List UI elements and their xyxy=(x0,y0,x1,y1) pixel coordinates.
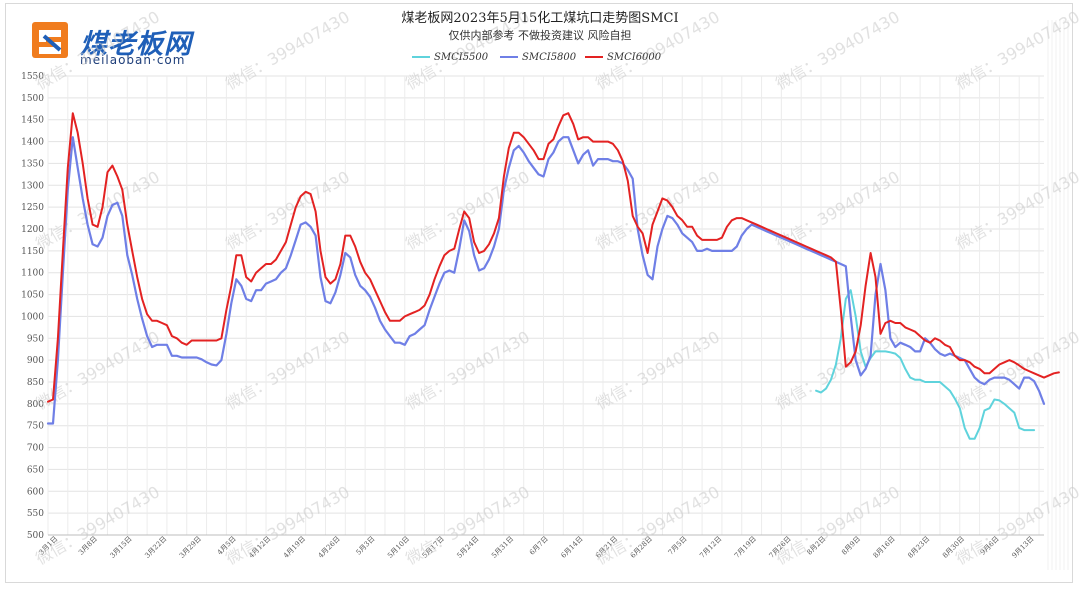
watermark-text: 微信：399407430 xyxy=(223,167,353,253)
legend-label: SMCI5800 xyxy=(522,52,577,63)
series xyxy=(46,112,1060,440)
chart-frame xyxy=(5,3,1073,583)
y-tick-label: 1550 xyxy=(21,72,44,82)
legend-label: SMCI6000 xyxy=(607,52,662,63)
grid xyxy=(47,20,1069,570)
watermark-text: 微信：399407430 xyxy=(773,327,903,413)
x-tick-label: 7月19日 xyxy=(733,535,758,560)
series-line-smci5500 xyxy=(815,289,1036,440)
y-tick-label: 550 xyxy=(27,509,44,519)
y-tick-label: 650 xyxy=(27,465,44,475)
watermark-text: 微信：399407430 xyxy=(593,327,723,413)
watermark-text: 微信：399407430 xyxy=(953,167,1080,253)
watermark-text: 微信：399407430 xyxy=(403,482,533,568)
x-tick-label: 9月13日 xyxy=(1010,535,1035,560)
legend-label: SMCI5500 xyxy=(434,52,489,63)
logo-mark-icon xyxy=(32,22,68,58)
x-tick-label: 8月16日 xyxy=(872,535,897,560)
x-tick-label: 6月7日 xyxy=(528,535,550,557)
y-tick-label: 750 xyxy=(27,422,44,432)
x-tick-label: 7月12日 xyxy=(698,535,723,560)
y-tick-label: 1050 xyxy=(21,291,44,301)
watermark-text: 微信：399407430 xyxy=(403,327,533,413)
watermark-text: 微信：399407430 xyxy=(773,7,903,93)
y-tick-label: 600 xyxy=(27,487,44,497)
watermarks: 微信：399407430 微信：399407430 微信：399407430 微信：3… xyxy=(33,7,1080,568)
y-tick-label: 1350 xyxy=(21,159,44,169)
legend: SMCI5500 SMCI5800 SMCI6000 xyxy=(412,52,662,63)
x-tick-label: 3月29日 xyxy=(178,535,203,560)
y-tick-label: 950 xyxy=(27,334,44,344)
brand-name-en: meilaoban·com xyxy=(80,53,186,67)
x-tick-label: 4月26日 xyxy=(317,535,342,560)
watermark-text: 微信：399407430 xyxy=(33,7,163,93)
y-tick-label: 1250 xyxy=(21,203,44,213)
watermark-text: 微信：399407430 xyxy=(953,7,1080,93)
x-tick-label: 6月14日 xyxy=(560,535,585,560)
watermark-text: 微信：399407430 xyxy=(33,167,163,253)
y-tick-label: 1000 xyxy=(21,312,44,322)
series-line-smci6000 xyxy=(47,112,1060,403)
x-tick-label: 7月5日 xyxy=(667,535,689,557)
y-tick-label: 1500 xyxy=(21,94,44,104)
watermark-text: 微信：399407430 xyxy=(403,167,533,253)
x-tick-label: 3月15日 xyxy=(109,535,134,560)
y-tick-label: 1100 xyxy=(21,269,44,279)
x-tick-label: 4月19日 xyxy=(282,535,307,560)
x-tick-label: 8月23日 xyxy=(906,535,931,560)
x-tick-label: 5月31日 xyxy=(490,535,515,560)
y-tick-label: 1150 xyxy=(21,247,44,257)
x-tick-label: 3月22日 xyxy=(143,535,168,560)
y-tick-label: 500 xyxy=(27,531,44,541)
x-tick-label: 8月9日 xyxy=(840,535,862,557)
brand-name-cn: 煤老板网 xyxy=(80,29,192,60)
y-tick-label: 1300 xyxy=(21,181,44,191)
y-tick-label: 1450 xyxy=(21,116,44,126)
brand-logo: 煤老板网 meilaoban·com xyxy=(30,20,240,70)
chart-title: 煤老板网2023年5月15化工煤坑口走势图SMCI xyxy=(401,10,678,26)
y-tick-label: 850 xyxy=(27,378,44,388)
y-tick-label: 900 xyxy=(27,356,44,366)
y-tick-label: 800 xyxy=(27,400,44,410)
y-tick-label: 700 xyxy=(27,444,44,454)
y-tick-label: 1200 xyxy=(21,225,44,235)
watermark-text: 微信：399407430 xyxy=(223,7,353,93)
watermark-text: 微信：399407430 xyxy=(223,327,353,413)
series-line-smci5800 xyxy=(46,136,1046,425)
x-tick-label: 5月3日 xyxy=(355,535,377,557)
y-tick-label: 1400 xyxy=(21,138,44,148)
chart-subtitle: 仅供内部参考 不做投资建议 风险自担 xyxy=(449,28,632,42)
watermark-text: 微信：399407430 xyxy=(773,482,903,568)
